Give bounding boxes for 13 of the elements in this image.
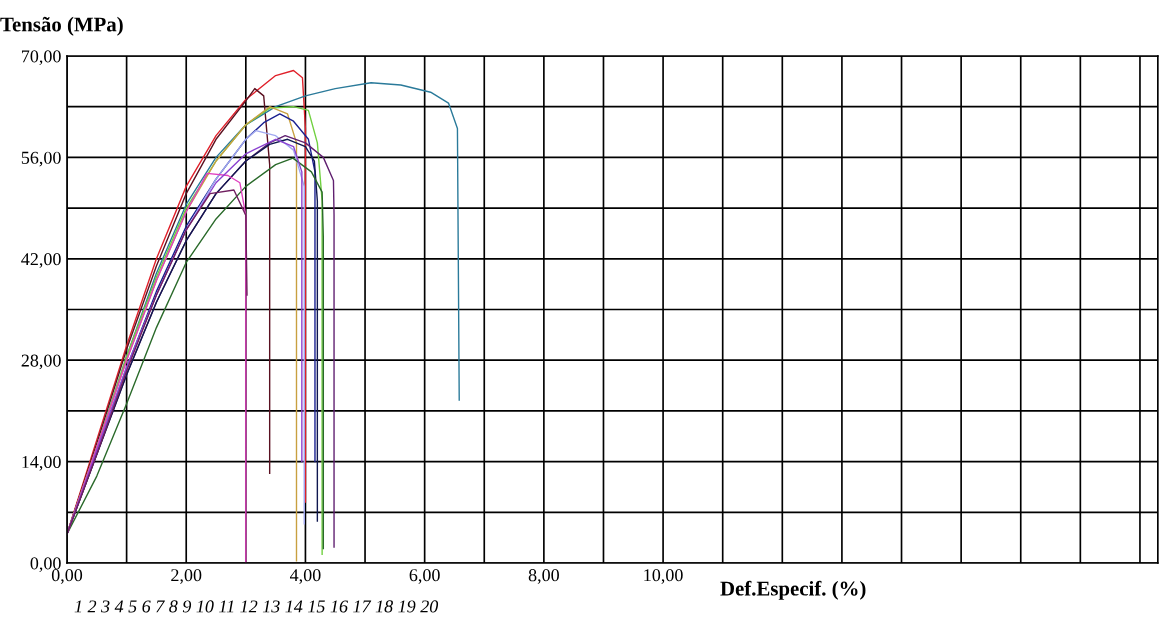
x-tick-label: 8,00 (528, 569, 559, 584)
x-axis-title: Def.Especif. (%) (720, 580, 866, 600)
text: 1 2 3 4 5 6 7 8 9 10 11 12 13 14 15 16 17 18 19 20 (74, 600, 439, 613)
y-tick-label: 70,00 (22, 50, 61, 66)
y-tick-label: 56,00 (21, 151, 61, 167)
x-tick-label: 4,00 (289, 569, 321, 584)
x-tick-label: 6,00 (409, 569, 440, 584)
y-tick-label: 28,00 (21, 354, 61, 370)
y-tick-label: 14,00 (22, 455, 61, 471)
x-tick-label: 10,00 (644, 569, 683, 584)
y-axis-title: Tensão (MPa) (0, 16, 123, 36)
x-tick-label: 2,00 (171, 569, 202, 584)
y-tick-label: 42,00 (21, 253, 61, 268)
